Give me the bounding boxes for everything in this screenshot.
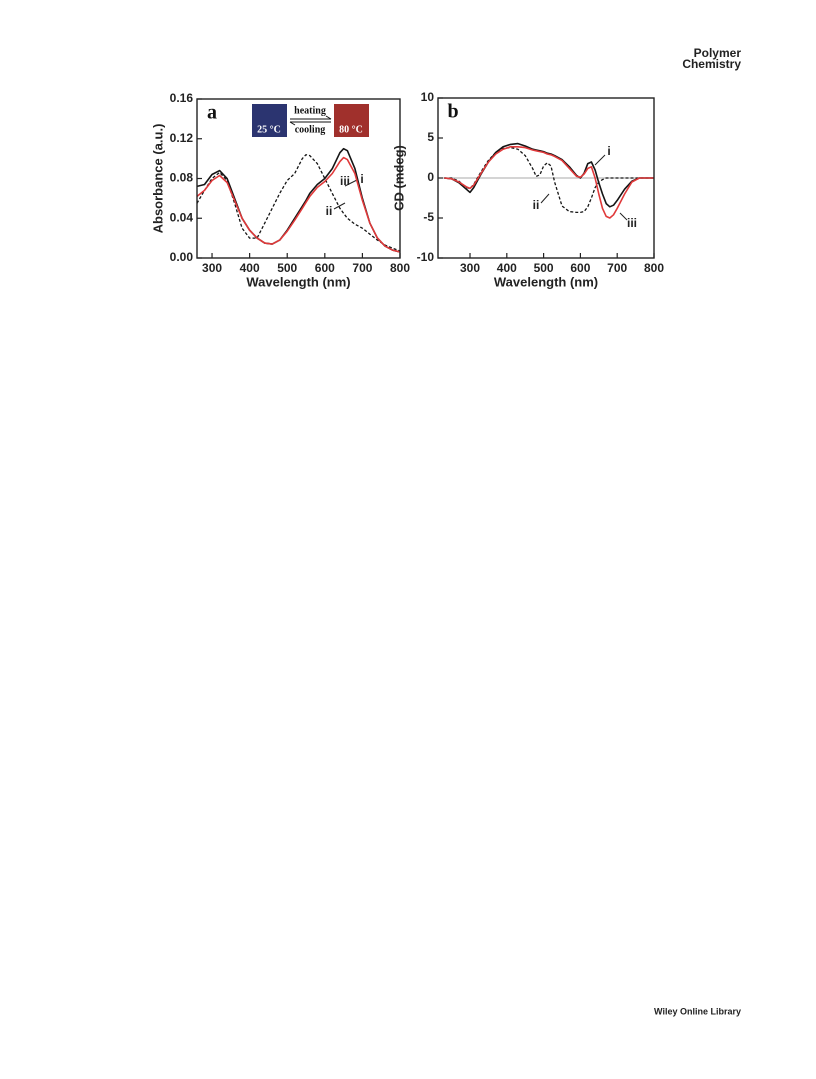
x-tick-label: 800 [644,261,664,275]
arrow-right [290,115,332,120]
series-label: ii [326,204,333,218]
x-tick-label: 400 [240,261,260,275]
y-tick-label: 0.12 [170,131,194,145]
journal-line: Chemistry [682,57,741,71]
series-line [196,156,401,253]
leader-line [344,179,358,187]
leader-line [540,193,550,204]
series-label: iii [627,216,637,230]
panel-letter: b [447,101,458,123]
series-label: iii [340,174,350,188]
y-tick-label: -10 [417,250,435,264]
y-tick-label: 10 [421,90,435,104]
x-axis-label: Wavelength (nm) [494,274,598,289]
leader-line [619,212,628,221]
leader-line [333,202,346,210]
inset-temp: 25 °C [257,124,281,135]
y-tick-label: 0.00 [170,250,194,264]
x-tick-label: 700 [352,261,372,275]
panel-letter: a [207,102,217,124]
y-axis-label: Absorbance (a.u.) [150,124,165,234]
inset-temp: 80 °C [339,124,363,135]
inset-red [334,104,369,137]
leader-line [594,154,606,166]
y-tick-label: 0.08 [170,171,194,185]
series-label: i [607,144,610,158]
series-line [196,147,401,253]
y-tick-label: 0 [427,170,434,184]
x-tick-label: 600 [570,261,590,275]
inset-cooling: cooling [295,124,326,135]
inset-heating: heating [294,105,326,116]
x-tick-label: 500 [534,261,554,275]
x-tick-label: 500 [277,261,297,275]
x-tick-label: 700 [607,261,627,275]
x-tick-label: 300 [460,261,480,275]
plot-frame [437,97,655,259]
x-tick-label: 800 [390,261,410,275]
series-label: i [360,172,363,186]
series-line [444,146,654,219]
series-line [444,146,654,214]
x-tick-label: 300 [202,261,222,275]
footer: Wiley Online Library [654,1006,741,1016]
y-tick-label: 0.16 [170,91,194,105]
y-axis-label: CD (mdeg) [391,145,406,211]
x-tick-label: 600 [315,261,335,275]
journal-line: Polymer [694,46,742,60]
series-line [196,154,401,252]
y-tick-label: 0.04 [170,210,194,224]
series-label: ii [533,198,540,212]
x-tick-label: 400 [497,261,517,275]
plot-frame [196,98,401,259]
y-tick-label: 5 [427,130,434,144]
inset-blue [252,104,287,137]
y-tick-label: -5 [423,210,434,224]
arrow-left [289,121,331,126]
x-axis-label: Wavelength (nm) [246,274,350,289]
